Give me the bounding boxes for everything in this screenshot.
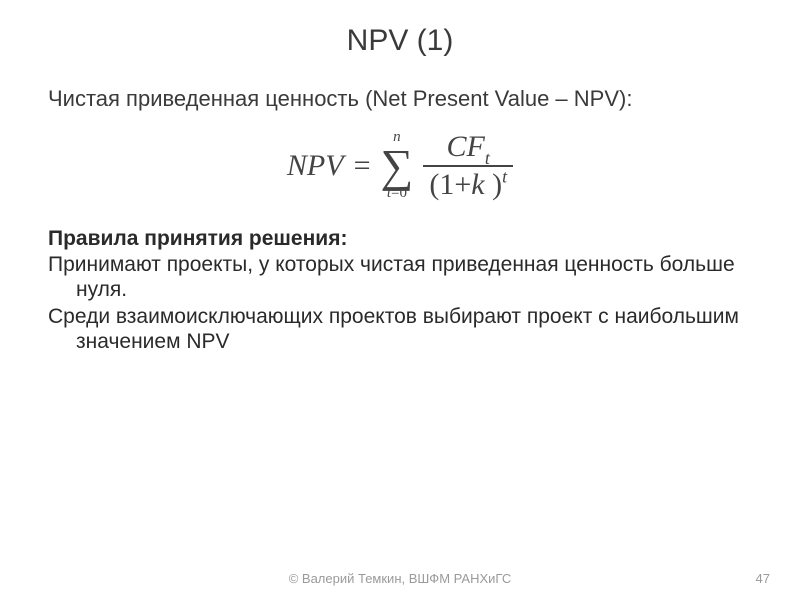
den-one: 1 <box>439 168 454 201</box>
npv-formula: NPV = n ∑ t=0 CFt (1+k )t <box>48 130 752 201</box>
den-close: ) <box>492 168 502 201</box>
sum-lower: t=0 <box>387 186 407 201</box>
rules-heading: Правила принятия решения: <box>48 227 752 251</box>
slide: NPV (1) Чистая приведенная ценность (Net… <box>0 0 800 600</box>
fraction-line <box>423 165 513 167</box>
den-plus: + <box>454 168 471 201</box>
slide-title: NPV (1) <box>48 24 752 58</box>
rule-2: Среди взаимоисключающих проектов выбираю… <box>48 305 752 355</box>
sum-lower-val: 0 <box>399 185 407 201</box>
num-symbol: CF <box>447 130 485 163</box>
formula-sum: n ∑ t=0 <box>381 130 414 201</box>
fraction-numerator: CFt <box>441 132 496 162</box>
page-number: 47 <box>756 571 770 586</box>
formula-fraction: CFt (1+k )t <box>423 132 513 200</box>
slide-footer: © Валерий Темкин, ВШФМ РАНХиГС <box>0 571 800 586</box>
den-k: k <box>471 168 484 201</box>
fraction-denominator: (1+k )t <box>423 170 513 200</box>
den-exp: t <box>502 166 507 186</box>
rule-1: Принимают проекты, у которых чистая прив… <box>48 253 752 303</box>
formula-lhs: NPV <box>287 149 344 183</box>
slide-subtitle: Чистая приведенная ценность (Net Present… <box>48 86 752 112</box>
den-open: ( <box>429 168 439 201</box>
sum-sigma: ∑ <box>381 145 414 186</box>
formula-equals: = <box>354 149 371 183</box>
